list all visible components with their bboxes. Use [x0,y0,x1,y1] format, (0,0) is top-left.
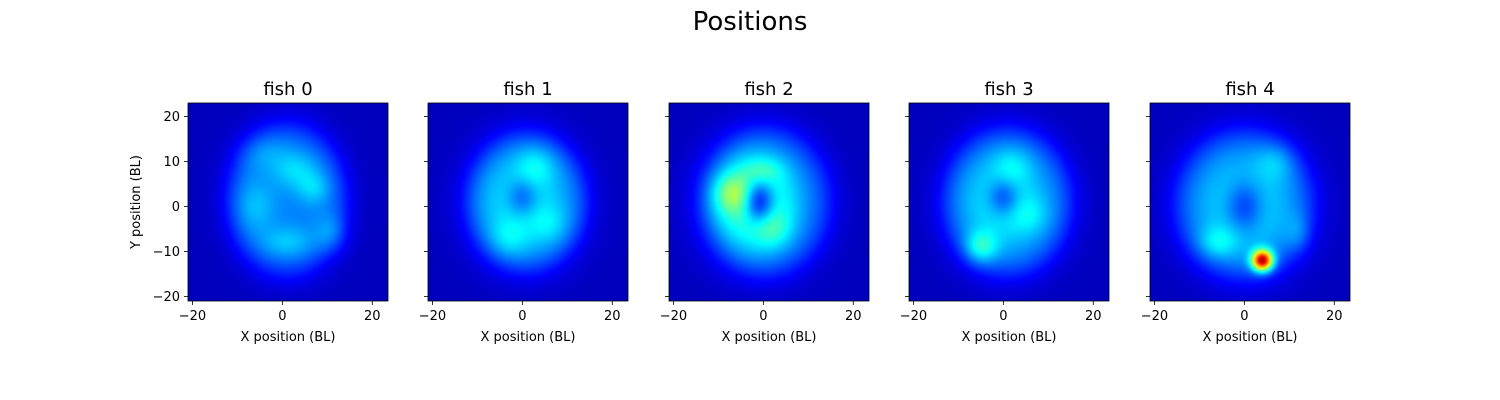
x-tick-label-4-2: 20 [1326,309,1343,324]
x-tick-label-0-1: 0 [278,309,286,324]
heatmap-image-3 [909,103,1109,301]
axes-frame-0 [187,102,389,302]
y-tick-label-0: −20 [153,290,180,305]
x-tick-label-3-1: 0 [999,309,1007,324]
panels-group: fish 0 −20 0 20 X position (BL) −20 −10 0 10 20 Y … [129,79,1351,345]
y-tick-label-4: 20 [163,110,180,125]
axes-frame-4 [1149,102,1351,302]
x-axis-label-1: X position (BL) [481,330,576,345]
x-axis-label-0: X position (BL) [241,330,336,345]
heatmap-image-1 [428,103,628,301]
heatmap-image-4 [1150,103,1350,301]
panel-4: fish 4 −20 0 20 X position (BL) [1141,79,1351,345]
x-tick-label-4-0: −20 [1141,309,1168,324]
panel-title-4: fish 4 [1225,79,1274,100]
x-tick-label-4-1: 0 [1240,309,1248,324]
x-tick-label-3-0: −20 [900,309,927,324]
y-axis-label: Y position (BL) [129,155,144,250]
panel-3: fish 3 −20 0 20 X position (BL) [900,79,1110,345]
y-tick-label-1: −10 [153,245,180,260]
x-axis-label-3: X position (BL) [962,330,1057,345]
x-tick-label-2-0: −20 [660,309,687,324]
x-tick-label-3-2: 20 [1085,309,1102,324]
panel-1: fish 1 −20 0 20 X position (BL) [419,79,629,345]
panel-0: fish 0 −20 0 20 X position (BL) −20 −10 0 10 20 Y … [129,79,389,345]
x-tick-label-2-2: 20 [845,309,862,324]
x-tick-label-1-2: 20 [604,309,621,324]
panel-title-1: fish 1 [503,79,552,100]
x-tick-label-1-0: −20 [419,309,446,324]
axes-frame-1 [427,102,629,302]
axes-frame-3 [908,102,1110,302]
x-tick-label-2-1: 0 [759,309,767,324]
panel-title-2: fish 2 [744,79,793,100]
panel-title-3: fish 3 [984,79,1033,100]
x-tick-label-0-0: −20 [179,309,206,324]
x-axis-label-2: X position (BL) [722,330,817,345]
axes-frame-2 [668,102,870,302]
heatmap-image-2 [669,103,869,301]
x-axis-label-4: X position (BL) [1203,330,1298,345]
y-tick-label-2: 0 [172,200,180,215]
figure-title: Positions [693,7,808,37]
panel-title-0: fish 0 [263,79,312,100]
x-tick-label-1-1: 0 [518,309,526,324]
heatmap-image-0 [188,103,388,301]
panel-2: fish 2 −20 0 20 X position (BL) [660,79,870,345]
y-tick-label-3: 10 [163,155,180,170]
x-tick-label-0-2: 20 [364,309,381,324]
